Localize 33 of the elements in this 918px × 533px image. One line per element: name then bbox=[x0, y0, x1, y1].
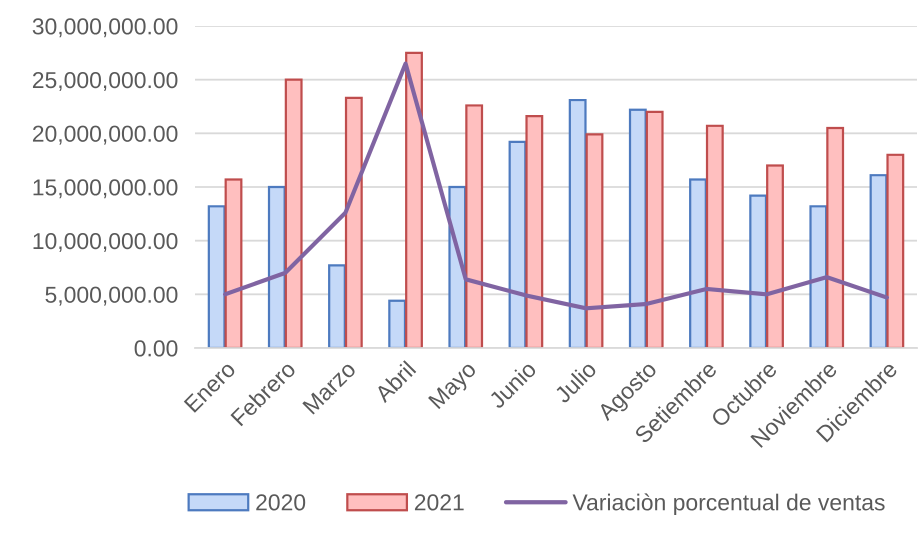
y-tick-label: 5,000,000.00 bbox=[45, 286, 178, 306]
bar bbox=[568, 98, 587, 348]
bar bbox=[344, 96, 363, 348]
y-tick-label: 0.00 bbox=[134, 340, 178, 357]
bar bbox=[628, 108, 647, 348]
x-tick-label: Julio bbox=[553, 360, 598, 404]
bar bbox=[749, 194, 768, 348]
bar bbox=[886, 154, 904, 348]
bar bbox=[706, 124, 724, 348]
bar bbox=[826, 126, 844, 348]
legend-label: Variaciòn porcentual de ventas bbox=[572, 493, 885, 516]
bar bbox=[646, 110, 664, 348]
bar bbox=[224, 178, 242, 348]
bar bbox=[388, 300, 406, 348]
bar bbox=[525, 115, 544, 348]
bar bbox=[405, 52, 423, 348]
line-series bbox=[223, 61, 889, 310]
legend-label: 2021 bbox=[414, 494, 464, 511]
bar bbox=[284, 78, 303, 348]
bar bbox=[586, 133, 604, 348]
bar bbox=[328, 264, 346, 348]
bar bbox=[689, 178, 707, 348]
y-tick-label: 25,000,000.00 bbox=[32, 72, 178, 91]
bar bbox=[465, 104, 484, 348]
y-tick-label: 15,000,000.00 bbox=[34, 179, 178, 198]
y-tick-label: 10,000,000.00 bbox=[34, 232, 178, 252]
bar bbox=[870, 174, 888, 348]
y-tick-label: 20,000,000.00 bbox=[32, 126, 178, 145]
bar bbox=[508, 140, 526, 348]
bar bbox=[766, 164, 784, 348]
legend-label: 2020 bbox=[256, 494, 306, 511]
y-tick-label: 30,000,000.00 bbox=[32, 18, 178, 38]
bar bbox=[208, 205, 226, 348]
